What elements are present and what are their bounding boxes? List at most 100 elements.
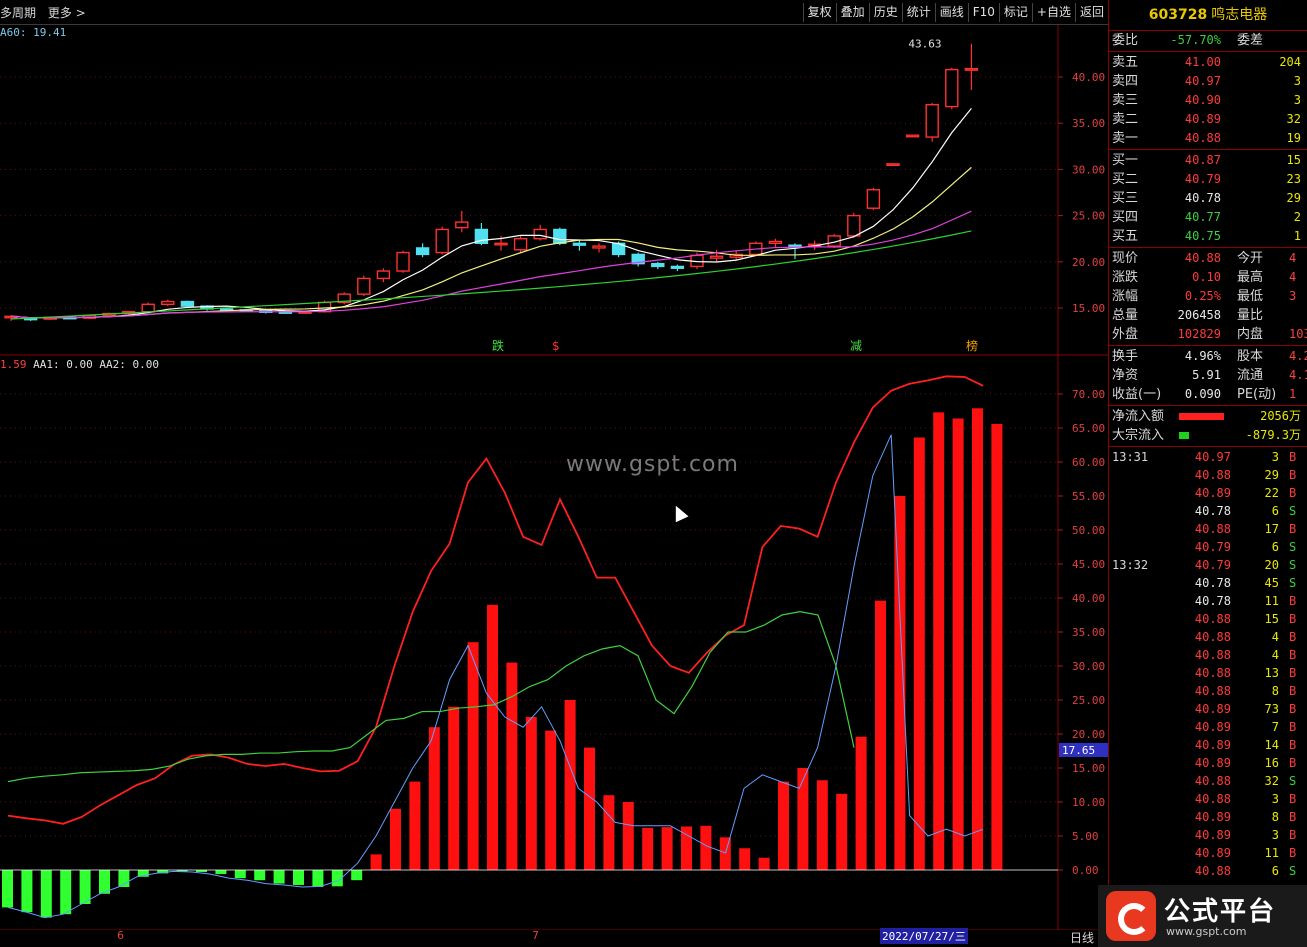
candle-body: [768, 240, 783, 245]
tick-price: 40.89: [1194, 810, 1231, 824]
ind-bar: [816, 780, 828, 870]
candle-body: [572, 242, 587, 246]
candle-body: [435, 228, 449, 254]
ind-bar: [778, 781, 789, 870]
candle-body: [161, 300, 175, 306]
quote2-label-2: 股本: [1237, 349, 1264, 364]
ind-bar: [952, 418, 964, 870]
toolbar-button-1[interactable]: 叠加: [835, 3, 869, 22]
ind-axis-label: 55.00: [1072, 490, 1105, 503]
tick-row: 40.78 11 B: [1109, 592, 1307, 610]
ind-axis-label: 60.00: [1072, 456, 1105, 469]
toolbar-button-2[interactable]: 历史: [868, 3, 902, 22]
ind-blue-line: [7, 434, 984, 919]
flow-bar: [1179, 432, 1189, 439]
buy-row[interactable]: 买三 40.78 29: [1109, 189, 1307, 208]
ind-bar: [312, 870, 324, 887]
flow-row: 大宗流入 -879.3万: [1109, 426, 1307, 445]
toolbar-button-3[interactable]: 统计: [901, 3, 935, 22]
buy-price: 40.78: [1184, 191, 1221, 205]
ind-bar: [254, 870, 266, 881]
buy-row[interactable]: 买一 40.87 15: [1109, 151, 1307, 170]
ind-bar: [467, 642, 479, 870]
period-label[interactable]: 日线: [1070, 931, 1095, 945]
multi-period-button[interactable]: 多周期: [0, 6, 37, 20]
quote-panel: 603728 鸣志电器 委比 -57.70% 委差 卖五 41.00 204 卖四 40.…: [1109, 0, 1307, 947]
ind-bar: [991, 423, 1003, 870]
candle-body: [553, 228, 567, 245]
toolbar-button-5[interactable]: F10: [967, 3, 999, 22]
ind-current-value: 17.65: [1062, 744, 1095, 757]
sell-row[interactable]: 卖三 40.90 3: [1109, 91, 1307, 110]
quote-value-2: 3: [1289, 289, 1297, 303]
sell-row[interactable]: 卖四 40.97 3: [1109, 72, 1307, 91]
quote2-value-2: 4.2: [1289, 349, 1307, 363]
tick-volume: 17: [1264, 522, 1279, 536]
buy-price: 40.87: [1184, 153, 1221, 167]
buy-orders: 买一 40.87 15 买二 40.79 23 买三 40.78 29 买四 40.77 2 买五 40.…: [1109, 151, 1307, 246]
toolbar-button-6[interactable]: 标记: [998, 3, 1032, 22]
ind-bar: [370, 854, 382, 870]
candle-body: [533, 228, 547, 240]
ind-axis-label: 35.00: [1072, 626, 1105, 639]
buy-row[interactable]: 买四 40.77 2: [1109, 208, 1307, 227]
ind-bar: [661, 827, 673, 870]
tick-row: 40.88 8 B: [1109, 682, 1307, 700]
tick-volume: 29: [1264, 468, 1279, 482]
ind-bar: [448, 706, 460, 870]
tick-volume: 20: [1264, 558, 1279, 572]
buy-row[interactable]: 买五 40.75 1: [1109, 227, 1307, 246]
sell-volume: 19: [1286, 131, 1301, 145]
quote-row: 涨幅 0.25% 最低 3: [1109, 287, 1307, 306]
indicator-label: 1.59 AA1: 0.00 AA2: 0.00: [0, 358, 159, 371]
tick-volume: 15: [1264, 612, 1279, 626]
more-button[interactable]: 更多 >: [47, 6, 86, 20]
candle-body: [396, 251, 410, 272]
sell-price: 40.88: [1184, 131, 1221, 145]
tick-price: 40.89: [1194, 486, 1231, 500]
tick-volume: 11: [1264, 594, 1279, 608]
ind-axis-label: 0.00: [1072, 864, 1099, 877]
ind-axis-label: 15.00: [1072, 762, 1105, 775]
ind-bar: [719, 837, 731, 870]
ind-bar: [564, 700, 576, 870]
tick-volume: 14: [1264, 738, 1279, 752]
candle-body: [945, 68, 959, 108]
tick-volume: 8: [1271, 684, 1279, 698]
tick-time: 13:31: [1112, 450, 1149, 464]
tick-row: 40.88 6 S: [1109, 862, 1307, 880]
ma-label: A60: 19.41: [0, 26, 67, 39]
ind-bar: [157, 870, 169, 874]
toolbar-button-8[interactable]: 返回: [1074, 3, 1108, 22]
buy-price: 40.79: [1184, 172, 1221, 186]
tick-side: S: [1289, 504, 1297, 518]
tick-volume: 3: [1271, 792, 1279, 806]
quote-label: 涨跌: [1112, 270, 1139, 285]
kline-chart[interactable]: 40.00 35.00 30.00 25.00 20.00 15.00 70.00 65.00…: [0, 25, 1108, 930]
tick-price: 40.79: [1194, 558, 1231, 572]
tick-row: 40.89 8 B: [1109, 808, 1307, 826]
buy-volume: 29: [1286, 191, 1301, 205]
ind-bar: [293, 870, 304, 885]
ind-bar: [118, 870, 130, 887]
ind-bar: [913, 437, 925, 870]
toolbar-button-0[interactable]: 复权: [802, 3, 836, 22]
candle-body: [337, 293, 351, 304]
sell-row[interactable]: 卖一 40.88 19: [1109, 129, 1307, 148]
toolbar-button-4[interactable]: 画线: [934, 3, 968, 22]
ind-bar: [972, 408, 983, 870]
sell-volume: 32: [1286, 112, 1301, 126]
sell-row[interactable]: 卖五 41.00 204: [1109, 53, 1307, 72]
quote-row: 总量 206458 量比: [1109, 306, 1307, 325]
toolbar-button-7[interactable]: +自选: [1031, 3, 1075, 22]
tick-side: B: [1289, 666, 1297, 680]
buy-row[interactable]: 买二 40.79 23: [1109, 170, 1307, 189]
tick-list[interactable]: 13:31 40.97 3 B 40.88 29 B 40.89 22 B 40.78 6 S 40.88…: [1109, 448, 1307, 880]
ind-bar: [622, 802, 634, 870]
ind-axis-label: 50.00: [1072, 524, 1105, 537]
ind-bar: [700, 825, 712, 870]
quote-label-2: 最低: [1237, 289, 1264, 304]
stock-header: 603728 鸣志电器: [1109, 0, 1307, 31]
sell-row[interactable]: 卖二 40.89 32: [1109, 110, 1307, 129]
buy-volume: 15: [1286, 153, 1301, 167]
